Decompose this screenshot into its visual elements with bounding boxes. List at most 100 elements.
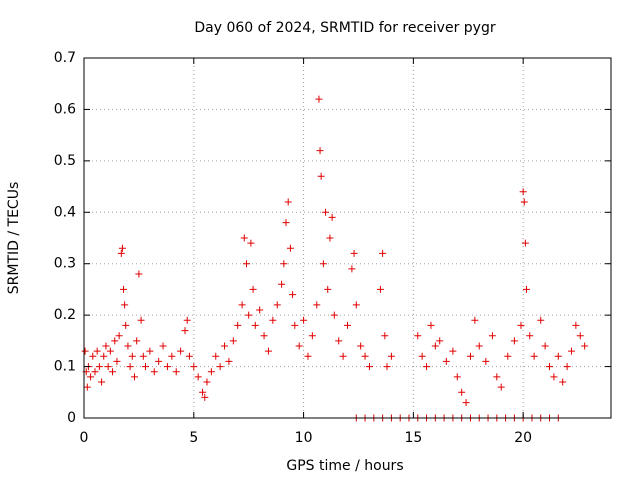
y-axis-ticks: 0 0.1 0.2 0.3 0.4 0.5 0.6 0.7 bbox=[54, 50, 611, 426]
data-point bbox=[185, 352, 193, 360]
y-tick-label: 0.7 bbox=[54, 50, 76, 66]
data-point bbox=[91, 368, 99, 376]
x-tick-label: 20 bbox=[514, 430, 532, 446]
data-point bbox=[326, 234, 334, 242]
data-point bbox=[284, 198, 292, 206]
data-point bbox=[83, 383, 91, 391]
data-point bbox=[273, 301, 281, 309]
data-point bbox=[247, 239, 255, 247]
x-tick-label: 0 bbox=[80, 430, 89, 446]
data-point bbox=[251, 321, 259, 329]
data-point bbox=[497, 383, 505, 391]
data-point bbox=[563, 363, 571, 371]
data-point bbox=[335, 337, 343, 345]
data-point bbox=[344, 321, 351, 329]
data-point bbox=[308, 332, 316, 340]
data-point bbox=[431, 342, 439, 350]
data-point bbox=[98, 378, 106, 386]
data-point bbox=[317, 172, 325, 180]
data-point bbox=[117, 249, 125, 257]
y-tick-label: 0.6 bbox=[54, 101, 76, 117]
data-point bbox=[240, 234, 248, 242]
data-point bbox=[376, 285, 384, 293]
data-point bbox=[286, 244, 294, 252]
data-point bbox=[229, 337, 237, 345]
data-point bbox=[115, 332, 123, 340]
data-point bbox=[168, 352, 176, 360]
data-point bbox=[550, 373, 558, 381]
data-point bbox=[313, 301, 321, 309]
data-point bbox=[260, 332, 268, 340]
data-point bbox=[163, 363, 171, 371]
data-point bbox=[150, 368, 158, 376]
data-point bbox=[316, 147, 324, 155]
data-point bbox=[282, 219, 290, 227]
data-point bbox=[234, 321, 242, 329]
y-tick-label: 0 bbox=[67, 410, 76, 426]
data-point bbox=[181, 327, 189, 335]
plot-frame bbox=[83, 57, 612, 419]
data-point bbox=[221, 342, 229, 350]
data-point bbox=[530, 352, 538, 360]
data-point bbox=[183, 316, 191, 324]
data-point bbox=[113, 357, 121, 365]
data-point bbox=[449, 347, 457, 355]
data-point bbox=[106, 347, 114, 355]
y-tick-label: 0.1 bbox=[54, 359, 76, 375]
data-point bbox=[330, 311, 338, 319]
data-point bbox=[249, 285, 257, 293]
data-point bbox=[245, 311, 253, 319]
data-point bbox=[519, 188, 527, 196]
data-point bbox=[264, 347, 272, 355]
data-point bbox=[87, 373, 95, 381]
data-point bbox=[122, 321, 130, 329]
grid-lines bbox=[84, 58, 611, 418]
data-point bbox=[291, 321, 299, 329]
data-point bbox=[319, 260, 327, 268]
data-point bbox=[427, 321, 435, 329]
data-point bbox=[304, 352, 312, 360]
data-point bbox=[126, 363, 134, 371]
data-point bbox=[194, 373, 202, 381]
data-point bbox=[256, 306, 264, 314]
data-point bbox=[225, 357, 233, 365]
data-point bbox=[89, 352, 97, 360]
data-point bbox=[201, 393, 209, 401]
data-point bbox=[572, 321, 580, 329]
data-point bbox=[93, 347, 101, 355]
data-point bbox=[95, 363, 103, 371]
data-point bbox=[133, 337, 141, 345]
data-point bbox=[146, 347, 154, 355]
data-point bbox=[199, 388, 207, 396]
data-point bbox=[141, 363, 149, 371]
data-point bbox=[111, 337, 119, 345]
data-point bbox=[242, 260, 250, 268]
data-point bbox=[203, 378, 211, 386]
data-point bbox=[423, 363, 431, 371]
data-point bbox=[361, 352, 369, 360]
data-point bbox=[131, 373, 139, 381]
data-point bbox=[172, 368, 180, 376]
y-tick-label: 0.5 bbox=[54, 153, 76, 169]
data-point bbox=[159, 342, 167, 350]
y-tick-label: 0.2 bbox=[54, 307, 76, 323]
data-point bbox=[522, 285, 530, 293]
x-axis-label: GPS time / hours bbox=[286, 458, 403, 474]
data-point bbox=[559, 378, 567, 386]
data-point bbox=[541, 342, 549, 350]
data-point bbox=[482, 357, 490, 365]
x-tick-label: 10 bbox=[295, 430, 313, 446]
data-point bbox=[381, 332, 389, 340]
data-point bbox=[212, 352, 220, 360]
data-point bbox=[216, 363, 224, 371]
x-tick-label: 5 bbox=[189, 430, 198, 446]
x-axis-ticks: 0 5 10 15 20 bbox=[80, 58, 532, 446]
data-point bbox=[475, 342, 483, 350]
data-point bbox=[418, 352, 426, 360]
data-point bbox=[269, 316, 277, 324]
data-point bbox=[137, 316, 145, 324]
data-point bbox=[348, 265, 356, 273]
data-point bbox=[521, 239, 529, 247]
data-point bbox=[128, 352, 136, 360]
